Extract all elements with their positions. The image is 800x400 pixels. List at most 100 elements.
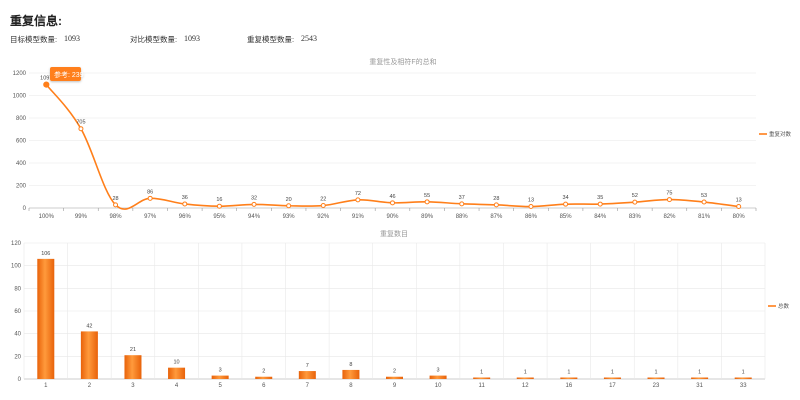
duplicate-model-count: 重复模型数量: 2543 [247, 34, 317, 45]
legend-entry: 重复对数 [769, 130, 792, 138]
tooltip: 参考: 239 [50, 67, 84, 81]
data-point [78, 126, 84, 132]
x-tick-label: 82% [663, 214, 676, 220]
data-label: 37 [459, 195, 465, 201]
data-label: 52 [632, 193, 638, 199]
compare-model-count: 对比模型数量: 1093 [130, 34, 200, 45]
x-tick-label: 80% [733, 214, 746, 220]
data-label: 2 [262, 369, 265, 375]
data-label: 13 [528, 198, 534, 204]
data-label: 7 [306, 363, 309, 369]
x-tick-label: 92% [317, 214, 330, 220]
x-tick-label: 84% [594, 214, 607, 220]
x-tick-label: 87% [490, 214, 503, 220]
line-chart-title: 重复性及相符F的总和 [369, 57, 436, 66]
x-tick-label: 4 [175, 383, 179, 389]
x-tick-label: 96% [179, 214, 192, 220]
data-label: 1 [611, 370, 614, 376]
data-label: 1 [524, 370, 527, 376]
x-tick-label: 97% [144, 214, 157, 220]
bar-10 [429, 375, 447, 379]
y-tick-label: 200 [16, 184, 27, 190]
bar-31 [691, 377, 709, 379]
data-label: 36 [182, 195, 188, 201]
x-tick-label: 11 [479, 383, 486, 389]
bar-7 [298, 371, 316, 379]
x-tick-label: 99% [75, 214, 88, 220]
bar-9 [386, 376, 403, 379]
target-model-count: 目标模型数量: 1093 [10, 34, 80, 45]
bar-17 [603, 377, 621, 379]
y-tick-label: 0 [23, 206, 27, 212]
y-tick-label: 1200 [13, 71, 27, 77]
y-tick-label: 400 [16, 161, 27, 167]
x-tick-label: 8 [349, 383, 353, 389]
data-label: 28 [493, 196, 499, 202]
y-tick-label: 1000 [13, 94, 27, 100]
data-point [251, 201, 257, 207]
y-tick-label: 80 [14, 286, 21, 292]
stat-value: 1093 [64, 34, 80, 43]
x-tick-label: 86% [525, 214, 538, 220]
bar-16 [560, 377, 578, 379]
data-point [666, 197, 672, 203]
stat-label: 对比模型数量: [130, 35, 178, 44]
data-point [493, 202, 499, 208]
x-tick-label: 91% [352, 214, 365, 220]
y-tick-label: 600 [16, 139, 27, 145]
bar-4 [168, 367, 186, 379]
data-label: 106 [41, 251, 50, 257]
x-tick-label: 89% [421, 214, 434, 220]
x-tick-label: 2 [88, 383, 92, 389]
x-tick-label: 5 [218, 383, 222, 389]
data-label: 1 [567, 370, 570, 376]
x-tick-label: 98% [110, 214, 123, 220]
x-tick-label: 10 [435, 383, 442, 389]
x-tick-label: 95% [213, 214, 226, 220]
x-tick-label: 23 [653, 383, 660, 389]
x-tick-label: 16 [566, 383, 573, 389]
data-label: 3 [437, 368, 440, 374]
data-label: 21 [130, 347, 136, 353]
data-label: 8 [349, 362, 352, 368]
data-point [355, 197, 361, 203]
y-tick-label: 40 [14, 332, 21, 338]
stats-row: 目标模型数量: 1093 对比模型数量: 1093 重复模型数量: 2543 [0, 34, 800, 46]
bar-2 [80, 331, 98, 379]
x-tick-label: 33 [740, 383, 747, 389]
data-label: 1 [742, 370, 745, 376]
x-tick-label: 3 [131, 383, 135, 389]
data-label: 46 [389, 194, 395, 200]
data-label: 705 [76, 120, 85, 126]
data-point [43, 81, 50, 88]
data-label: 75 [666, 191, 672, 197]
data-label: 2 [393, 369, 396, 375]
data-label: 32 [251, 195, 257, 201]
tooltip-text: 参考: 239 [54, 70, 84, 79]
data-point [147, 195, 153, 201]
data-label: 10 [173, 360, 179, 366]
bar-5 [211, 375, 229, 379]
data-label: 72 [355, 191, 361, 197]
legend-entry: 总数 [778, 302, 790, 310]
x-tick-label: 12 [522, 383, 529, 389]
x-tick-label: 94% [248, 214, 261, 220]
y-tick-label: 60 [14, 309, 21, 315]
data-label: 42 [86, 323, 92, 329]
y-tick-label: 120 [11, 241, 22, 247]
data-label: 3 [219, 368, 222, 374]
y-tick-label: 20 [14, 354, 21, 360]
data-label: 1 [654, 370, 657, 376]
data-label: 1 [698, 370, 701, 376]
data-label: 13 [736, 198, 742, 204]
x-tick-label: 90% [386, 214, 399, 220]
bar-8 [342, 369, 360, 379]
bar-chart-title: 重复数目 [380, 229, 408, 238]
data-label: 28 [112, 196, 118, 202]
data-point [701, 199, 707, 205]
x-tick-label: 88% [456, 214, 469, 220]
x-tick-label: 9 [393, 383, 397, 389]
x-tick-label: 31 [696, 383, 703, 389]
bar-33 [734, 377, 752, 379]
data-label: 35 [597, 195, 603, 201]
